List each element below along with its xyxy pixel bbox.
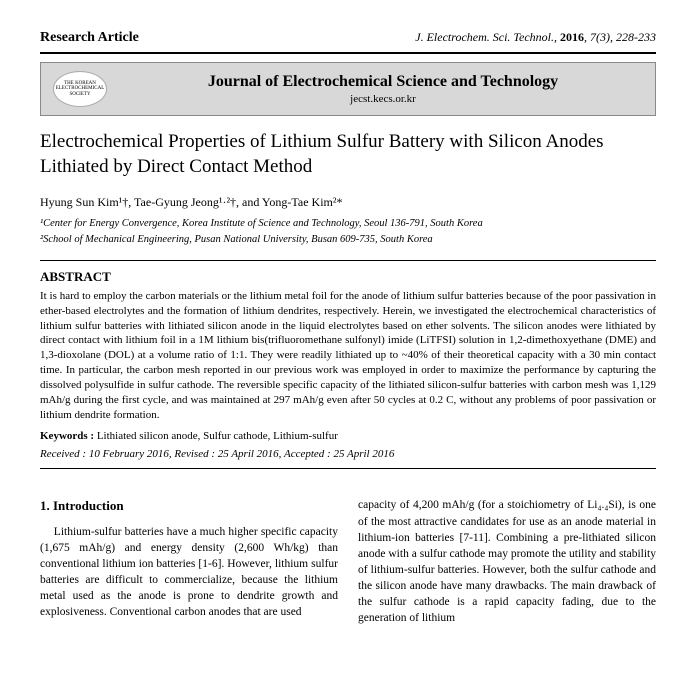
article-type: Research Article — [40, 30, 139, 46]
top-bar: Research Article J. Electrochem. Sci. Te… — [40, 30, 656, 54]
divider-top — [40, 260, 656, 261]
column-left: 1. Introduction Lithium-sulfur batteries… — [40, 497, 338, 626]
society-logo: THE KOREAN ELECTROCHEMICAL SOCIETY — [53, 71, 107, 107]
keywords-text: Lithiated silicon anode, Sulfur cathode,… — [97, 430, 338, 442]
keywords-label: Keywords : — [40, 430, 94, 442]
journal-banner: THE KOREAN ELECTROCHEMICAL SOCIETY Journ… — [40, 62, 656, 116]
citation-journal: J. Electrochem. Sci. Technol., — [415, 30, 557, 44]
affiliation-1: ¹Center for Energy Convergence, Korea In… — [40, 216, 656, 232]
citation-year: 2016 — [560, 30, 584, 44]
column-right: capacity of 4,200 mAh/g (for a stoichiom… — [358, 497, 656, 626]
journal-url: jecst.kecs.or.kr — [123, 93, 643, 105]
authors: Hyung Sun Kim¹†, Tae-Gyung Jeong¹·²†, an… — [40, 195, 656, 210]
affiliation-2: ²School of Mechanical Engineering, Pusan… — [40, 232, 656, 248]
keywords: Keywords : Lithiated silicon anode, Sulf… — [40, 430, 656, 442]
divider-bottom — [40, 468, 656, 469]
affiliations: ¹Center for Energy Convergence, Korea In… — [40, 216, 656, 248]
intro-para-right: capacity of 4,200 mAh/g (for a stoichiom… — [358, 497, 656, 626]
journal-text: Journal of Electrochemical Science and T… — [123, 73, 643, 105]
logo-line3: SOCIETY — [69, 92, 90, 98]
journal-name: Journal of Electrochemical Science and T… — [123, 73, 643, 91]
dates: Received : 10 February 2016, Revised : 2… — [40, 448, 656, 460]
article-title: Electrochemical Properties of Lithium Su… — [40, 130, 656, 179]
body-section: 1. Introduction Lithium-sulfur batteries… — [40, 497, 656, 626]
citation: J. Electrochem. Sci. Technol., 2016, 7(3… — [415, 30, 656, 45]
abstract-text: It is hard to employ the carbon material… — [40, 289, 656, 423]
citation-issue: , 7(3), 228-233 — [584, 30, 656, 44]
section-heading-intro: 1. Introduction — [40, 497, 338, 515]
abstract-heading: ABSTRACT — [40, 269, 656, 285]
intro-para-left: Lithium-sulfur batteries have a much hig… — [40, 524, 338, 621]
